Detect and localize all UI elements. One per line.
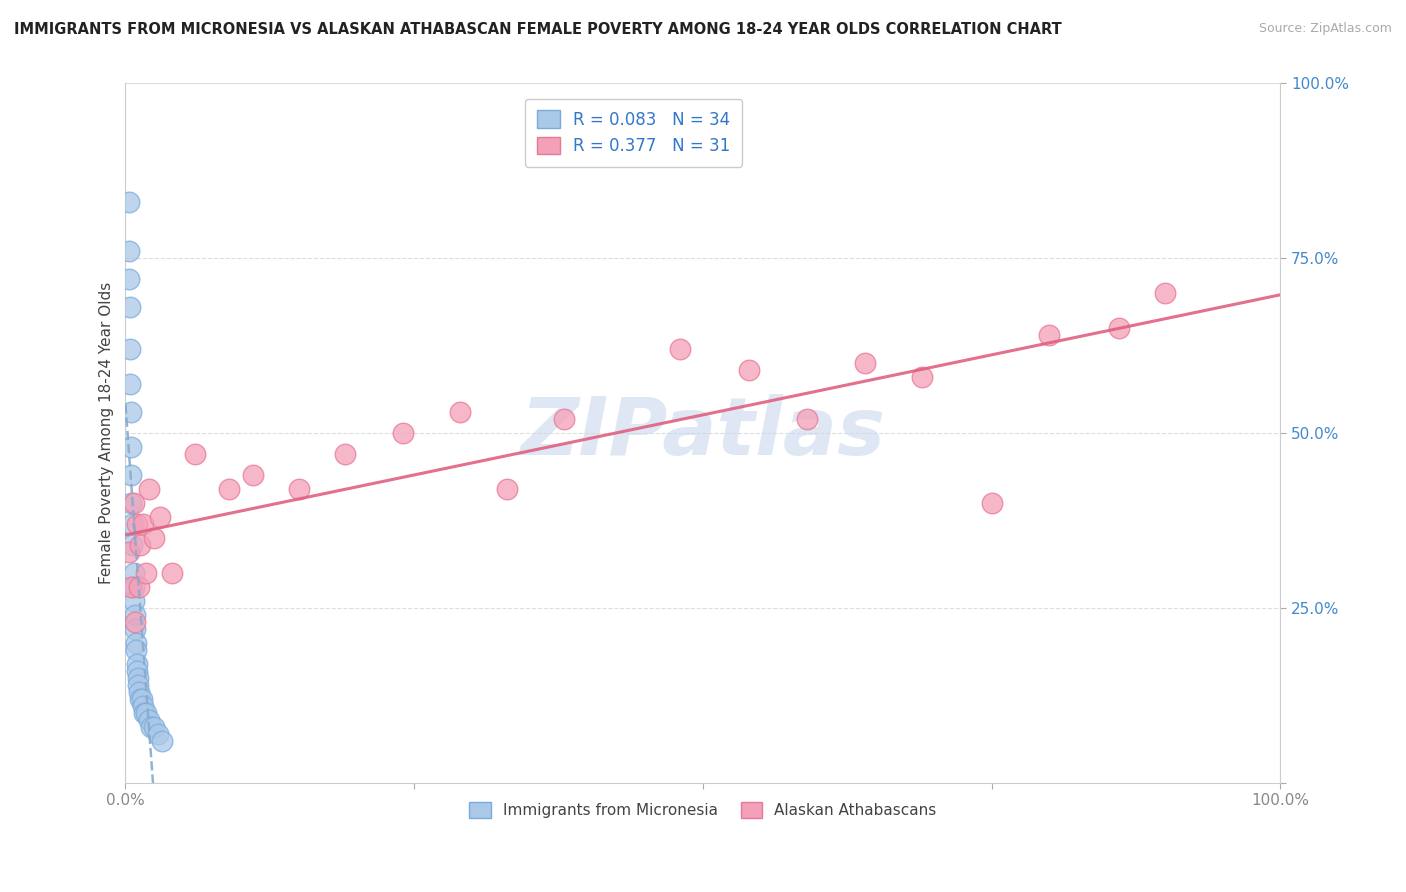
Y-axis label: Female Poverty Among 18-24 Year Olds: Female Poverty Among 18-24 Year Olds [100, 282, 114, 584]
Point [1038, 328, 1060, 343]
Point [980, 496, 1002, 510]
Point [131, 692, 153, 706]
Text: ZIPatlas: ZIPatlas [520, 394, 886, 472]
Point [287, 482, 309, 496]
Point [149, 510, 172, 524]
Point [128, 580, 150, 594]
Point [125, 517, 148, 532]
Point [124, 608, 146, 623]
Legend: Immigrants from Micronesia, Alaskan Athabascans: Immigrants from Micronesia, Alaskan Atha… [463, 797, 943, 824]
Point [139, 720, 162, 734]
Point [120, 301, 142, 315]
Point [122, 566, 145, 581]
Point [127, 678, 149, 692]
Point [122, 594, 145, 608]
Point [118, 244, 141, 259]
Point [125, 664, 148, 678]
Point [132, 706, 155, 720]
Point [125, 636, 148, 650]
Point [143, 531, 166, 545]
Point [118, 545, 141, 559]
Point [669, 343, 692, 357]
Point [121, 538, 143, 552]
Point [146, 727, 169, 741]
Point [911, 370, 934, 384]
Point [218, 482, 240, 496]
Point [120, 468, 142, 483]
Point [495, 482, 517, 496]
Point [129, 692, 152, 706]
Point [138, 713, 160, 727]
Point [135, 566, 157, 581]
Point [1154, 286, 1177, 301]
Point [129, 538, 152, 552]
Point [143, 720, 166, 734]
Point [120, 496, 142, 510]
Point [128, 685, 150, 699]
Point [118, 195, 141, 210]
Point [738, 363, 761, 377]
Point [127, 671, 149, 685]
Point [118, 272, 141, 286]
Point [124, 622, 146, 636]
Point [125, 643, 148, 657]
Point [449, 405, 471, 419]
Point [160, 566, 183, 581]
Point [120, 343, 142, 357]
Point [796, 412, 818, 426]
Point [120, 405, 142, 419]
Point [125, 657, 148, 672]
Point [122, 580, 145, 594]
Point [184, 447, 207, 461]
Point [391, 426, 413, 441]
Point [853, 356, 876, 370]
Point [152, 734, 174, 748]
Point [333, 447, 356, 461]
Text: Source: ZipAtlas.com: Source: ZipAtlas.com [1258, 22, 1392, 36]
Point [120, 440, 142, 454]
Point [124, 615, 146, 629]
Text: IMMIGRANTS FROM MICRONESIA VS ALASKAN ATHABASCAN FEMALE POVERTY AMONG 18-24 YEAR: IMMIGRANTS FROM MICRONESIA VS ALASKAN AT… [14, 22, 1062, 37]
Point [135, 706, 157, 720]
Point [242, 468, 264, 483]
Point [122, 496, 145, 510]
Point [138, 482, 160, 496]
Point [121, 517, 143, 532]
Point [132, 517, 155, 532]
Point [132, 699, 155, 714]
Point [553, 412, 575, 426]
Point [120, 580, 142, 594]
Point [120, 377, 142, 392]
Point [1108, 321, 1130, 335]
